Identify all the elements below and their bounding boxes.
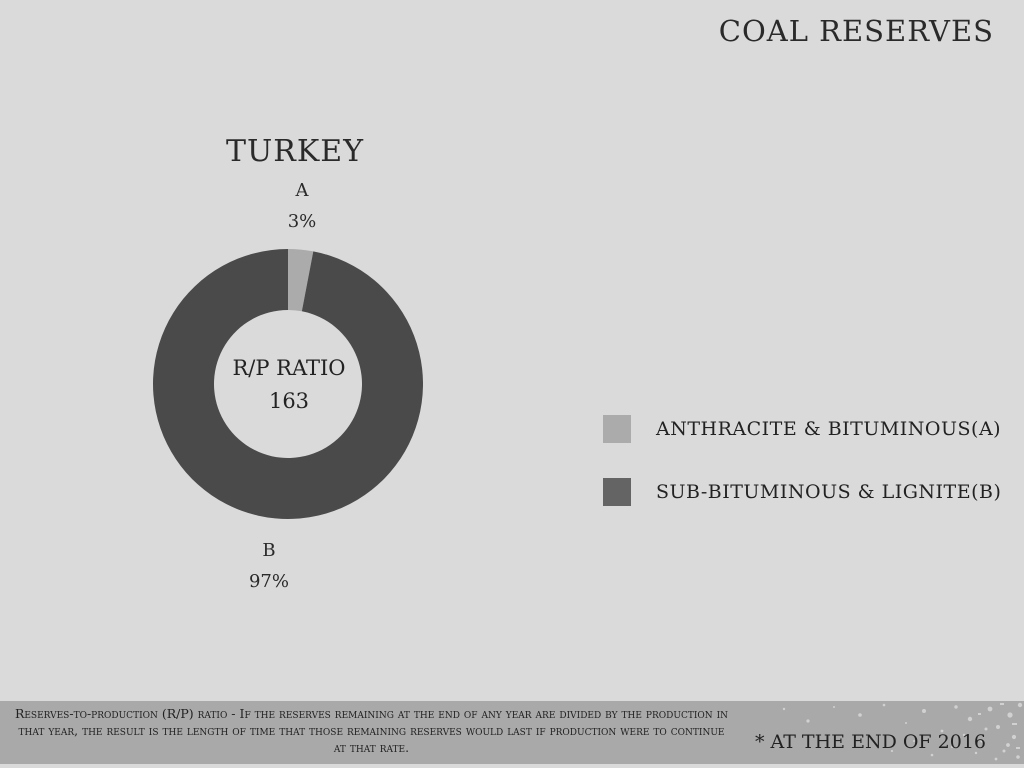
as-of-note: * AT THE END OF 2016 bbox=[754, 731, 986, 753]
rp-ratio-footnote: Reserves-to-production (R/P) ratio - If … bbox=[14, 706, 729, 755]
footer-texture bbox=[782, 702, 1023, 761]
page-title: COAL RESERVES bbox=[718, 14, 994, 48]
legend-item-a: ANTHRACITE & BITUMINOUS(A) bbox=[603, 414, 1001, 444]
rp-ratio-value: 163 bbox=[268, 389, 310, 413]
rp-ratio-title: R/P RATIO bbox=[232, 356, 346, 380]
donut-slice-b bbox=[153, 249, 423, 519]
rp-ratio-label: R/P RATIO 163 bbox=[199, 352, 379, 418]
donut-chart bbox=[153, 249, 423, 519]
slice-label-b: B 97% bbox=[229, 535, 309, 597]
slice-b-category: B bbox=[262, 540, 276, 561]
legend-label-b: SUB-BITUMINOUS & LIGNITE(B) bbox=[656, 481, 1002, 503]
slice-label-a: A 3% bbox=[262, 175, 342, 237]
donut-slice-a bbox=[288, 249, 314, 312]
chart-legend: ANTHRACITE & BITUMINOUS(A) SUB-BITUMINOU… bbox=[603, 414, 1001, 540]
legend-swatch-a bbox=[603, 415, 631, 443]
chart-title: TURKEY bbox=[226, 134, 364, 169]
footer-band bbox=[0, 701, 1024, 764]
slice-b-value: 97% bbox=[248, 571, 289, 592]
legend-swatch-b bbox=[603, 478, 631, 506]
legend-label-a: ANTHRACITE & BITUMINOUS(A) bbox=[656, 418, 1002, 440]
slice-a-category: A bbox=[295, 180, 309, 201]
legend-item-b: SUB-BITUMINOUS & LIGNITE(B) bbox=[603, 477, 1001, 507]
slice-a-value: 3% bbox=[287, 211, 317, 232]
